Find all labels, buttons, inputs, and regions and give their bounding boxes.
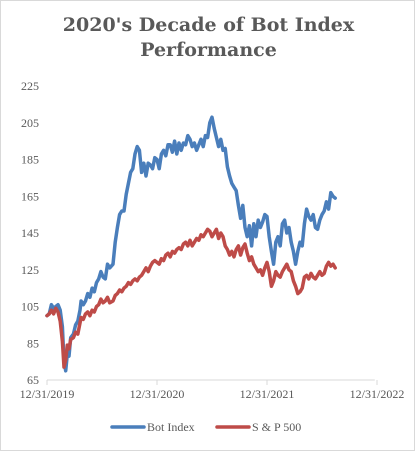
y-tick-label: 85 [27,336,39,350]
y-tick-label: 145 [21,226,39,240]
y-tick-label: 225 [21,79,39,93]
x-tick-label: 12/31/2019 [20,387,75,401]
x-tick-label: 12/31/2021 [240,387,295,401]
x-tick-label: 12/31/2020 [130,387,185,401]
series-line-sp500 [45,227,337,369]
y-tick-label: 165 [21,189,39,203]
y-tick-label: 185 [21,153,39,167]
y-tick-label: 105 [21,300,39,314]
chart-title-line-2: Performance [140,39,277,61]
legend-item-bot-index-label: Bot Index [147,420,195,434]
x-tick-label: 12/31/2022 [350,387,405,401]
y-tick-label: 125 [21,263,39,277]
y-tick-label: 205 [21,116,39,130]
legend-item-sp500-label: S & P 500 [252,420,301,434]
chart-frame [0,0,415,451]
chart-title: 2020's Decade of Bot Index Performance [0,13,417,63]
series-line-bot-index [45,115,337,373]
y-tick-label: 65 [27,373,39,387]
chart-title-line-1: 2020's Decade of Bot Index [62,14,355,36]
